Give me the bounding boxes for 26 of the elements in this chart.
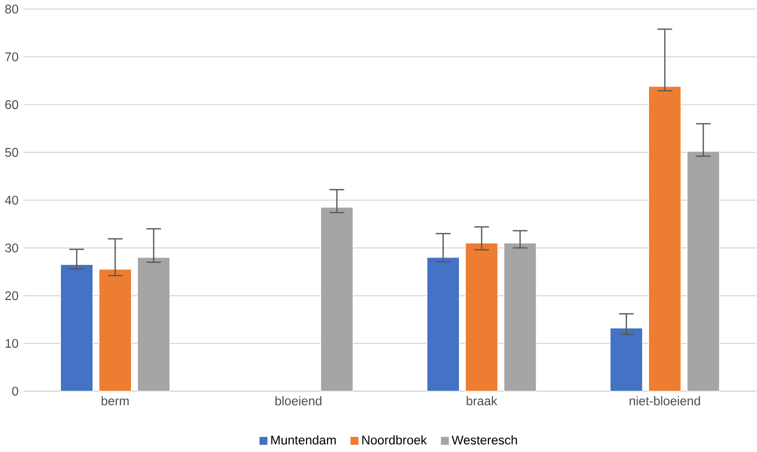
bar — [426, 257, 460, 392]
bar — [648, 86, 682, 392]
x-tick-label: braak — [466, 396, 498, 406]
legend-label: Muntendam — [271, 435, 336, 444]
y-tick-label: 30 — [5, 243, 18, 252]
legend-label: Westeresch — [452, 435, 517, 444]
y-tick-label: 60 — [5, 100, 18, 110]
bar — [320, 207, 354, 392]
y-tick-label: 40 — [4, 196, 18, 205]
bar — [504, 242, 536, 392]
y-tick-label: 80 — [5, 4, 18, 14]
legend-label: Noordbroek — [362, 435, 427, 444]
x-tick-label: niet-bloeiend — [630, 396, 700, 406]
bar — [60, 264, 94, 392]
bar — [610, 328, 643, 392]
bar — [465, 242, 498, 392]
x-tick-label: bloeiend — [275, 396, 322, 406]
bar — [98, 269, 132, 392]
y-tick-label: 0 — [12, 386, 18, 396]
bar — [137, 257, 170, 392]
x-tick-label: berm — [102, 396, 129, 406]
bar — [686, 151, 720, 392]
y-tick-label: 50 — [5, 148, 18, 157]
y-tick-label: 20 — [5, 291, 18, 300]
y-tick-label: 10 — [6, 338, 18, 348]
y-tick-label: 70 — [5, 52, 18, 62]
